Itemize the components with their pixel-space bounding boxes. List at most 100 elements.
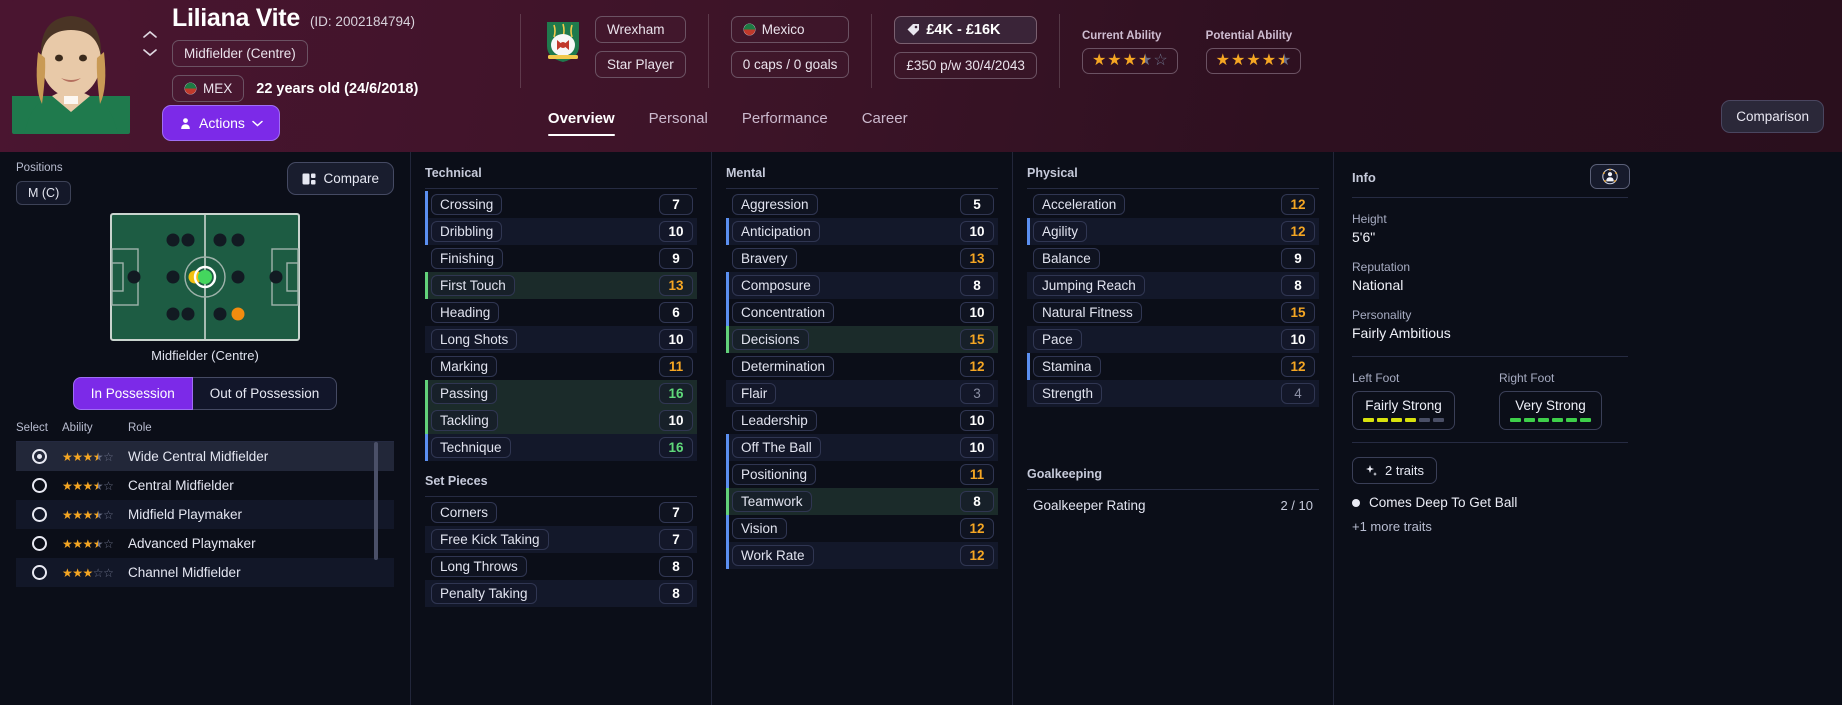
- attribute-name: Agility: [1033, 221, 1088, 242]
- player-badge-button[interactable]: [1590, 164, 1630, 189]
- attribute-row[interactable]: Heading 6: [425, 299, 697, 326]
- attribute-row[interactable]: Corners 7: [425, 499, 697, 526]
- role-radio[interactable]: [16, 565, 62, 580]
- actions-label: Actions: [199, 115, 245, 131]
- tab-personal[interactable]: Personal: [648, 110, 708, 127]
- attribute-row[interactable]: Long Throws 8: [425, 553, 697, 580]
- tab-performance[interactable]: Performance: [741, 110, 828, 127]
- attribute-row[interactable]: Concentration 10: [726, 299, 998, 326]
- goalkeeper-rating-row: Goalkeeper Rating 2 / 10: [1027, 492, 1319, 519]
- more-traits-label[interactable]: +1 more traits: [1352, 519, 1432, 534]
- attribute-value: 10: [1281, 329, 1315, 350]
- role-row[interactable]: ★★★★☆ Advanced Playmaker: [16, 529, 394, 558]
- divider: [1012, 152, 1013, 705]
- foot-strength-bar: [1377, 418, 1388, 422]
- attribute-row[interactable]: Natural Fitness 15: [1027, 299, 1319, 326]
- divider: [425, 496, 697, 497]
- attribute-row[interactable]: Agility 12: [1027, 218, 1319, 245]
- attribute-row[interactable]: Acceleration 12: [1027, 191, 1319, 218]
- divider: [1352, 442, 1628, 443]
- attribute-row[interactable]: Technique 16: [425, 434, 697, 461]
- attribute-row[interactable]: Leadership 10: [726, 407, 998, 434]
- attribute-value: 16: [659, 437, 693, 458]
- tab-career[interactable]: Career: [861, 110, 908, 127]
- attribute-name: Concentration: [732, 302, 835, 323]
- divider: [1058, 14, 1060, 88]
- attribute-row[interactable]: Free Kick Taking 7: [425, 526, 697, 553]
- star-half: ★: [92, 507, 104, 522]
- attribute-value: 10: [659, 410, 693, 431]
- attribute-value: 10: [960, 221, 994, 242]
- attribute-value: 12: [960, 518, 994, 539]
- attribute-row[interactable]: Dribbling 10: [425, 218, 697, 245]
- actions-button[interactable]: Actions: [162, 105, 280, 141]
- attribute-row[interactable]: Determination 12: [726, 353, 998, 380]
- role-list: ★★★★☆ Wide Central Midfielder ★★★★☆ Central…: [16, 442, 394, 587]
- star-full: ★: [62, 478, 73, 493]
- role-row[interactable]: ★★★★☆ Wide Central Midfielder: [16, 442, 394, 471]
- attribute-row[interactable]: Vision 12: [726, 515, 998, 542]
- attribute-row[interactable]: Strength 4: [1027, 380, 1319, 407]
- attribute-value: 12: [960, 545, 994, 566]
- attribute-name: Determination: [732, 356, 835, 377]
- attribute-row[interactable]: Aggression 5: [726, 191, 998, 218]
- tab-overview[interactable]: Overview: [547, 110, 615, 136]
- attribute-row[interactable]: Pace 10: [1027, 326, 1319, 353]
- value-label: £4K - £16K: [926, 22, 1001, 38]
- role-radio[interactable]: [16, 449, 62, 464]
- player-stepper[interactable]: [142, 30, 158, 57]
- attribute-name: Bravery: [732, 248, 797, 269]
- attribute-row[interactable]: Jumping Reach 8: [1027, 272, 1319, 299]
- comparison-button[interactable]: Comparison: [1721, 100, 1824, 133]
- compare-button[interactable]: Compare: [287, 162, 394, 195]
- role-row[interactable]: ★★★★☆ Midfield Playmaker: [16, 500, 394, 529]
- role-row[interactable]: ★★★★☆ Central Midfielder: [16, 471, 394, 500]
- attribute-row[interactable]: Stamina 12: [1027, 353, 1319, 380]
- role-radio[interactable]: [16, 478, 62, 493]
- in-possession-tab[interactable]: In Possession: [72, 377, 193, 410]
- attribute-row[interactable]: Marking 11: [425, 353, 697, 380]
- role-ability-stars: ★★★☆☆: [62, 567, 128, 579]
- attribute-value: 15: [960, 329, 994, 350]
- right-foot-value: Very Strong: [1515, 398, 1586, 413]
- attribute-row[interactable]: Tackling 10: [425, 407, 697, 434]
- attribute-row[interactable]: Composure 8: [726, 272, 998, 299]
- role-name: Midfield Playmaker: [128, 507, 243, 522]
- attribute-row[interactable]: Off The Ball 10: [726, 434, 998, 461]
- attribute-row[interactable]: Finishing 9: [425, 245, 697, 272]
- attribute-row[interactable]: Anticipation 10: [726, 218, 998, 245]
- attribute-row[interactable]: First Touch 13: [425, 272, 697, 299]
- attribute-name: First Touch: [431, 275, 515, 296]
- attribute-row[interactable]: Long Shots 10: [425, 326, 697, 353]
- role-radio[interactable]: [16, 507, 62, 522]
- star-empty: ☆: [92, 565, 104, 580]
- attribute-value: 11: [960, 464, 994, 485]
- attribute-value: 12: [1281, 194, 1315, 215]
- divider: [425, 188, 697, 189]
- technical-title: Technical: [425, 166, 482, 180]
- out-of-possession-tab[interactable]: Out of Possession: [192, 377, 338, 410]
- attribute-value: 10: [960, 302, 994, 323]
- attribute-row[interactable]: Penalty Taking 8: [425, 580, 697, 607]
- attribute-row[interactable]: Teamwork 8: [726, 488, 998, 515]
- attribute-row[interactable]: Decisions 15: [726, 326, 998, 353]
- role-radio[interactable]: [16, 536, 62, 551]
- attribute-row[interactable]: Bravery 13: [726, 245, 998, 272]
- attribute-row[interactable]: Flair 3: [726, 380, 998, 407]
- attribute-row[interactable]: Positioning 11: [726, 461, 998, 488]
- traits-button[interactable]: 2 traits: [1352, 457, 1438, 484]
- role-scrollbar[interactable]: [374, 442, 378, 560]
- navigation-bar: Actions Overview Personal Performance Ca…: [0, 94, 1842, 152]
- attribute-name: Anticipation: [732, 221, 820, 242]
- role-row[interactable]: ★★★☆☆ Channel Midfielder: [16, 558, 394, 587]
- star-empty: ☆: [103, 449, 114, 464]
- position-tag[interactable]: M (C): [16, 181, 72, 205]
- pitch-diagram[interactable]: [110, 213, 300, 341]
- attribute-row[interactable]: Passing 16: [425, 380, 697, 407]
- attribute-row[interactable]: Work Rate 12: [726, 542, 998, 569]
- attribute-value: 12: [960, 356, 994, 377]
- attribute-name: Positioning: [732, 464, 817, 485]
- attribute-row[interactable]: Crossing 7: [425, 191, 697, 218]
- club-section: Wrexham Star Player: [521, 4, 708, 78]
- attribute-row[interactable]: Balance 9: [1027, 245, 1319, 272]
